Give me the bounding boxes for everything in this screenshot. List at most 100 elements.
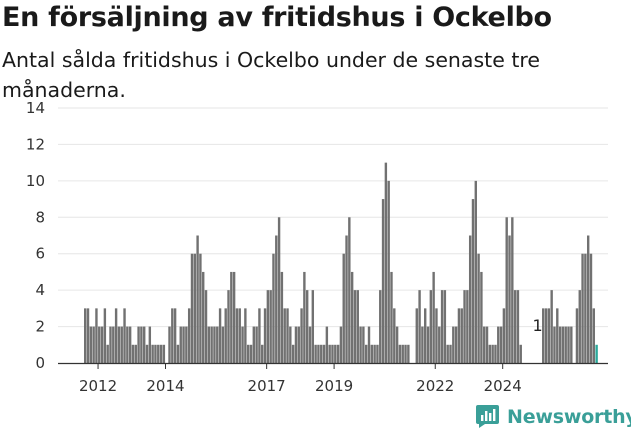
bar (395, 326, 399, 363)
bar (255, 326, 258, 363)
bar (564, 326, 567, 363)
bar (488, 344, 492, 363)
bar (359, 326, 362, 363)
bar (86, 308, 90, 363)
bar (553, 326, 556, 363)
bar (168, 326, 171, 363)
bar (199, 253, 202, 363)
bar (252, 326, 255, 363)
bar (502, 308, 506, 363)
bar (426, 326, 430, 363)
bar (404, 344, 407, 363)
bar (171, 308, 174, 363)
bar (277, 217, 281, 363)
data-labels: 1 (533, 316, 543, 335)
bar (140, 326, 143, 363)
bar (494, 344, 497, 363)
bar (157, 344, 160, 363)
newsworthy-logo: Newsworthy (476, 405, 631, 428)
bar (499, 326, 503, 363)
bar (556, 308, 559, 363)
bar (92, 326, 95, 363)
bar (145, 344, 149, 363)
bar (547, 308, 551, 363)
bar (513, 290, 517, 363)
x-tick-label: 2014 (146, 377, 184, 395)
bar (443, 290, 447, 363)
bar (230, 271, 233, 363)
bar (584, 253, 587, 363)
bar (311, 290, 315, 363)
bar (336, 344, 340, 363)
bar (207, 326, 211, 363)
bar (210, 326, 213, 363)
bar (452, 326, 455, 363)
bar (314, 344, 317, 363)
bar (561, 326, 565, 363)
bar (325, 326, 329, 363)
y-tick-label: 10 (26, 172, 45, 190)
bar (466, 290, 469, 363)
bar (516, 290, 520, 363)
bar (258, 308, 261, 363)
bar (381, 199, 385, 363)
bar (339, 326, 343, 363)
bar (353, 290, 357, 363)
bar (370, 344, 374, 363)
bar (128, 326, 132, 363)
gridlines (58, 107, 608, 328)
bar (581, 253, 584, 363)
bar (558, 326, 562, 363)
bar (300, 308, 303, 363)
bar (263, 308, 267, 363)
x-tick-label: 2024 (484, 377, 522, 395)
x-tick-label: 2022 (416, 377, 454, 395)
bar (570, 326, 573, 363)
bar (269, 290, 272, 363)
bar (182, 326, 185, 363)
bar (196, 235, 199, 363)
bar (519, 344, 522, 363)
bar (89, 326, 93, 363)
bar (438, 326, 441, 363)
bar (390, 271, 393, 363)
y-tick-label: 4 (35, 281, 45, 299)
bar (216, 326, 219, 363)
bar (567, 326, 570, 363)
bar (578, 290, 581, 363)
bar (305, 290, 309, 363)
bar (320, 344, 323, 363)
bar (213, 326, 216, 363)
y-tick-label: 6 (35, 245, 45, 263)
bar (401, 344, 404, 363)
bar (595, 344, 598, 363)
bar (373, 344, 376, 363)
bar (227, 290, 230, 363)
bar (477, 253, 480, 363)
y-axis: 0 2 4 6 8 10 12 14 (26, 99, 45, 372)
bar (424, 308, 427, 363)
bar-series (84, 162, 598, 363)
bar (176, 344, 180, 363)
bar (100, 326, 104, 363)
bar (334, 344, 337, 363)
bar (592, 308, 596, 363)
bar (511, 217, 514, 363)
bar (429, 290, 433, 363)
bar (272, 253, 275, 363)
bar (106, 344, 109, 363)
bar (109, 326, 112, 363)
bar (173, 308, 177, 363)
bar (407, 344, 410, 363)
bar (446, 344, 449, 363)
bar (131, 344, 135, 363)
bar (393, 308, 396, 363)
bar (84, 308, 87, 363)
bar (238, 308, 241, 363)
bar (241, 326, 244, 363)
bar (224, 308, 227, 363)
bar (154, 344, 157, 363)
bar (162, 344, 166, 363)
bar (294, 326, 298, 363)
